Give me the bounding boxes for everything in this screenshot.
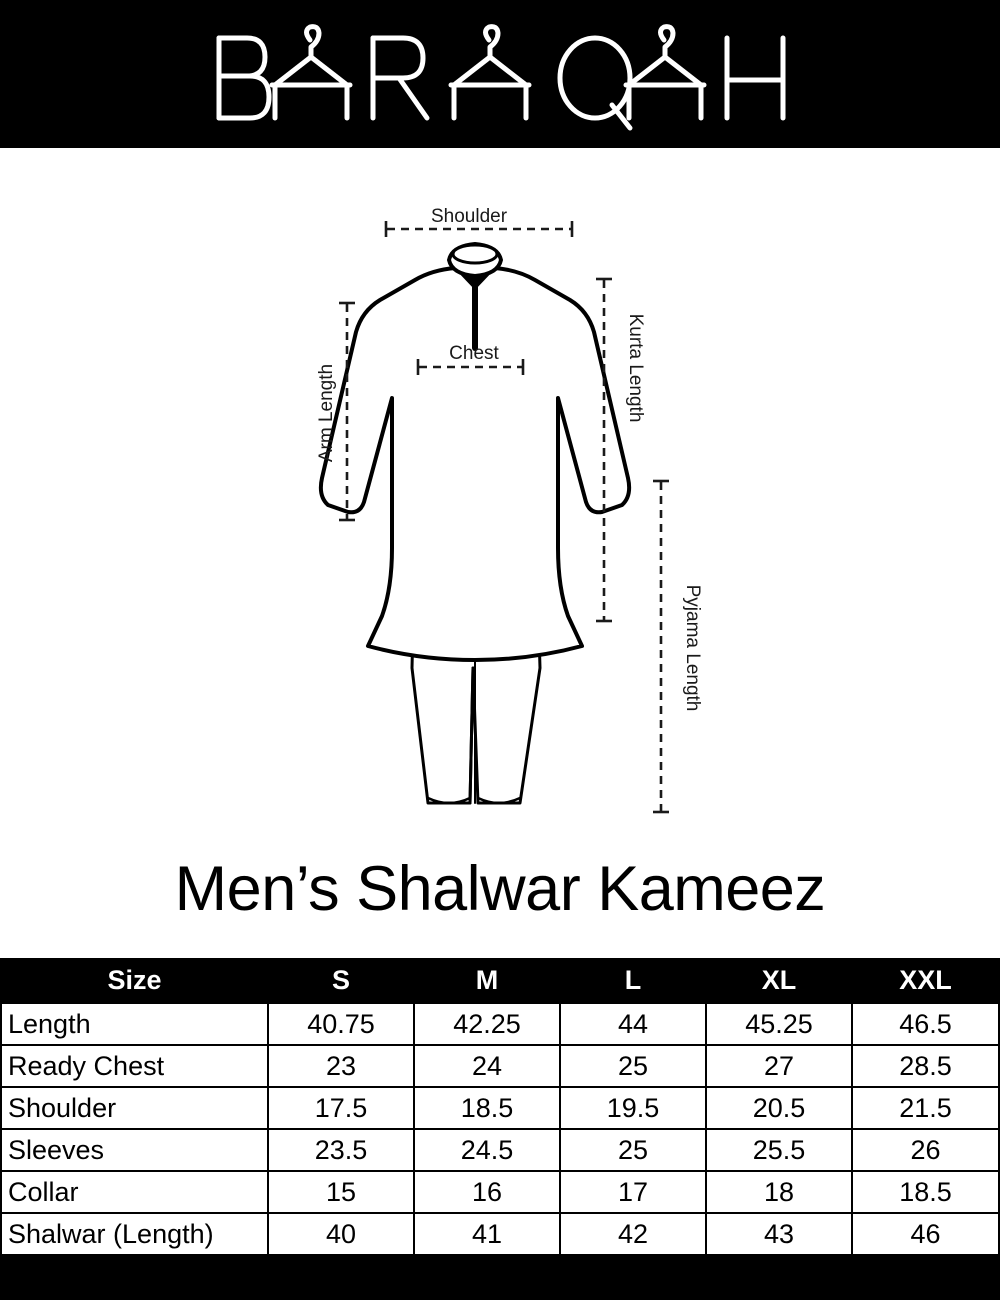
page-title: Men’s Shalwar Kameez: [174, 854, 826, 924]
brand-letter-q: [557, 35, 633, 131]
column-header-xl: XL: [706, 958, 852, 1003]
cell-collar-xxl: 18.5: [851, 1170, 1000, 1214]
cell-ready-chest-l: 25: [559, 1044, 707, 1088]
table-row: Shoulder 17.5 18.5 19.5 20.5 21.5: [0, 1086, 1000, 1130]
row-label-sleeves: Sleeves: [0, 1128, 269, 1172]
table-row: Ready Chest 23 24 25 27 28.5: [0, 1044, 1000, 1088]
chest-measure-label: Chest: [449, 343, 499, 364]
cell-shoulder-l: 19.5: [559, 1086, 707, 1130]
kurta-length-measure-label: Kurta Length: [625, 314, 646, 423]
cell-length-xxl: 46.5: [851, 1002, 1000, 1046]
shoulder-measure-label: Shoulder: [431, 206, 508, 227]
brand-letter-b: [216, 35, 272, 121]
cell-ready-chest-s: 23: [267, 1044, 415, 1088]
cell-sleeves-xxl: 26: [851, 1128, 1000, 1172]
garment-diagram: Shoulder Chest Arm Length Kurta Length P…: [316, 206, 703, 814]
row-label-shoulder: Shoulder: [0, 1086, 269, 1130]
row-label-shalwar-length: Shalwar (Length): [0, 1212, 269, 1256]
brand-logo: BARAQAH: [216, 24, 786, 131]
cell-sleeves-m: 24.5: [413, 1128, 561, 1172]
pyjama-length-measure-label: Pyjama Length: [682, 585, 703, 712]
size-table: Size S M L XL XXL Length 40.75 42.25 44 …: [0, 958, 1000, 1256]
pyjama-length-measure-line: [653, 479, 669, 814]
cell-collar-xl: 18: [705, 1170, 853, 1214]
cell-length-xl: 45.25: [705, 1002, 853, 1046]
cell-collar-s: 15: [267, 1170, 415, 1214]
cell-sleeves-s: 23.5: [267, 1128, 415, 1172]
brand-letter-a-hanger-1: [269, 24, 353, 121]
cell-shoulder-m: 18.5: [413, 1086, 561, 1130]
cell-sleeves-xl: 25.5: [705, 1128, 853, 1172]
measurement-guides: [339, 221, 669, 814]
column-header-size: Size: [1, 958, 268, 1003]
column-header-s: S: [268, 958, 414, 1003]
cell-ready-chest-xl: 27: [705, 1044, 853, 1088]
brand-letter-a-hanger-3: [623, 24, 707, 121]
brand-letter-r: [370, 35, 430, 121]
row-label-length: Length: [0, 1002, 269, 1046]
cell-shalwar-length-s: 40: [267, 1212, 415, 1256]
size-table-header: Size S M L XL XXL: [1, 958, 999, 1003]
kurta-illustration: [318, 242, 632, 662]
shoulder-measure-line: [384, 221, 574, 237]
brand-letter-h: [724, 35, 786, 121]
chest-measure-line: [416, 359, 525, 375]
brand-header-band: BARAQAH: [0, 0, 1000, 148]
size-table-container: Size S M L XL XXL Length 40.75 42.25 44 …: [0, 958, 1000, 1258]
cell-shalwar-length-xxl: 46: [851, 1212, 1000, 1256]
column-header-xxl: XXL: [852, 958, 999, 1003]
cell-shalwar-length-xl: 43: [705, 1212, 853, 1256]
cell-shalwar-length-m: 41: [413, 1212, 561, 1256]
cell-length-l: 44: [559, 1002, 707, 1046]
brand-letter-a-hanger-2: [448, 24, 532, 121]
table-row: Collar 15 16 17 18 18.5: [0, 1170, 1000, 1214]
footer-band: [0, 1258, 1000, 1300]
brand-logo-letters: [216, 24, 786, 131]
garment-diagram-area: Shoulder Chest Arm Length Kurta Length P…: [0, 148, 1000, 833]
arm-length-measure-line: [339, 301, 355, 522]
cell-shoulder-xl: 20.5: [705, 1086, 853, 1130]
cell-collar-l: 17: [559, 1170, 707, 1214]
column-header-m: M: [414, 958, 560, 1003]
arm-length-measure-label: Arm Length: [316, 364, 337, 462]
kurta-length-measure-line: [596, 277, 612, 623]
cell-collar-m: 16: [413, 1170, 561, 1214]
cell-ready-chest-m: 24: [413, 1044, 561, 1088]
row-label-collar: Collar: [0, 1170, 269, 1214]
table-row: Shalwar (Length) 40 41 42 43 46: [0, 1212, 1000, 1256]
cell-sleeves-l: 25: [559, 1128, 707, 1172]
cell-ready-chest-xxl: 28.5: [851, 1044, 1000, 1088]
table-row: Sleeves 23.5 24.5 25 25.5 26: [0, 1128, 1000, 1172]
table-header-row: Size S M L XL XXL: [1, 958, 999, 1003]
cell-length-m: 42.25: [413, 1002, 561, 1046]
size-table-body: Length 40.75 42.25 44 45.25 46.5 Ready C…: [0, 1002, 1000, 1256]
cell-length-s: 40.75: [267, 1002, 415, 1046]
table-row: Length 40.75 42.25 44 45.25 46.5: [0, 1002, 1000, 1046]
cell-shalwar-length-l: 42: [559, 1212, 707, 1256]
cell-shoulder-s: 17.5: [267, 1086, 415, 1130]
column-header-l: L: [560, 958, 706, 1003]
row-label-ready-chest: Ready Chest: [0, 1044, 269, 1088]
cell-shoulder-xxl: 21.5: [851, 1086, 1000, 1130]
